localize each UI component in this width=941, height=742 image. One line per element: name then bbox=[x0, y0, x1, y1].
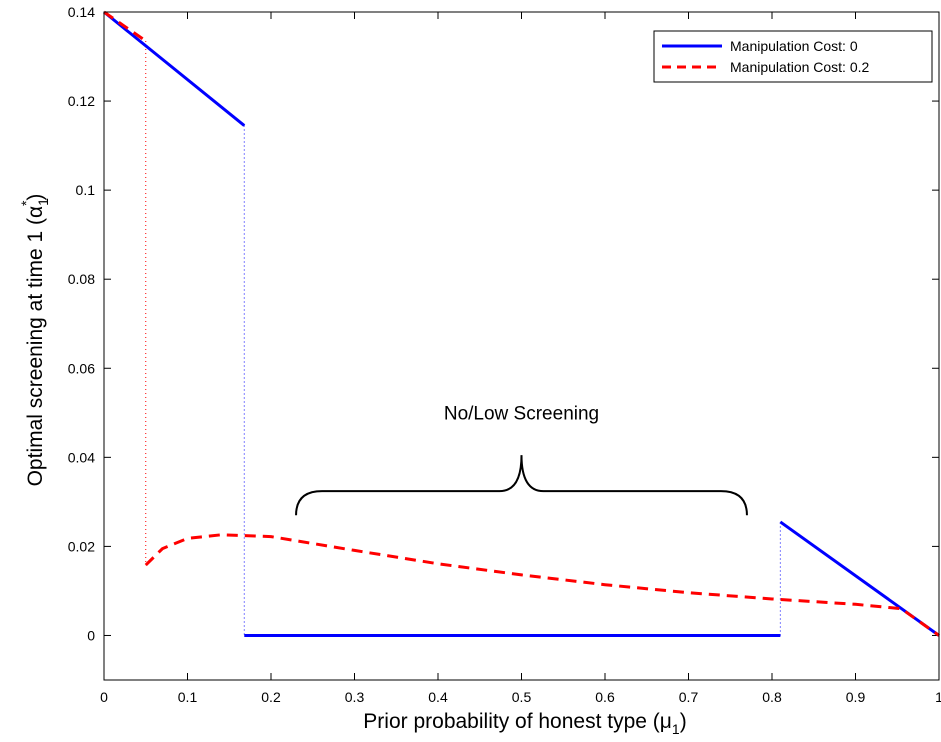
plot-frame bbox=[103, 11, 940, 681]
x-tick-label: 0.8 bbox=[762, 689, 782, 705]
brace bbox=[295, 455, 748, 516]
series-line-0 bbox=[103, 10, 246, 127]
legend-label-cost-0.2: Manipulation Cost: 0.2 bbox=[730, 59, 870, 75]
jump-lines bbox=[145, 40, 781, 636]
x-tick-label: 0.9 bbox=[846, 689, 866, 705]
y-tick-label: 0.12 bbox=[68, 93, 95, 109]
y-tick-label: 0 bbox=[87, 627, 95, 643]
tick-labels: 0 0.1 0.2 0.3 0.4 0.5 0.6 0.7 0.8 0.9 1 0 0.02 0.04 0.… bbox=[68, 4, 941, 705]
x-tick-label: 0.7 bbox=[679, 689, 699, 705]
y-tick-label: 0.1 bbox=[76, 182, 96, 198]
series-lines bbox=[103, 10, 940, 637]
series-line-1 bbox=[144, 533, 940, 637]
x-tick-label: 0.2 bbox=[261, 689, 281, 705]
x-tick-label: 0.6 bbox=[595, 689, 615, 705]
y-tick-label: 0.06 bbox=[68, 360, 95, 376]
x-tick-label: 0.5 bbox=[512, 689, 532, 705]
y-tick-label: 0.08 bbox=[68, 271, 95, 287]
y-tick-label: 0.04 bbox=[68, 449, 95, 465]
x-axis-label: Prior probability of honest type (μ1) bbox=[363, 710, 686, 737]
brace-path bbox=[295, 455, 748, 516]
x-tick-label: 0 bbox=[100, 689, 108, 705]
series-line-1 bbox=[103, 10, 147, 43]
x-tick-label: 1 bbox=[935, 689, 941, 705]
y-tick-label: 0.02 bbox=[68, 538, 95, 554]
annotation-no-low-screening: No/Low Screening bbox=[444, 403, 599, 424]
legend: Manipulation Cost: 0 Manipulation Cost: … bbox=[653, 30, 933, 83]
x-tick-label: 0.3 bbox=[345, 689, 365, 705]
x-tick-label: 0.4 bbox=[428, 689, 448, 705]
y-axis-label: Optimal screening at time 1 (α1*) bbox=[18, 194, 51, 487]
x-tick-label: 0.1 bbox=[178, 689, 198, 705]
legend-label-cost-0: Manipulation Cost: 0 bbox=[730, 38, 858, 54]
y-tick-label: 0.14 bbox=[68, 4, 95, 20]
legend-box bbox=[653, 30, 933, 83]
